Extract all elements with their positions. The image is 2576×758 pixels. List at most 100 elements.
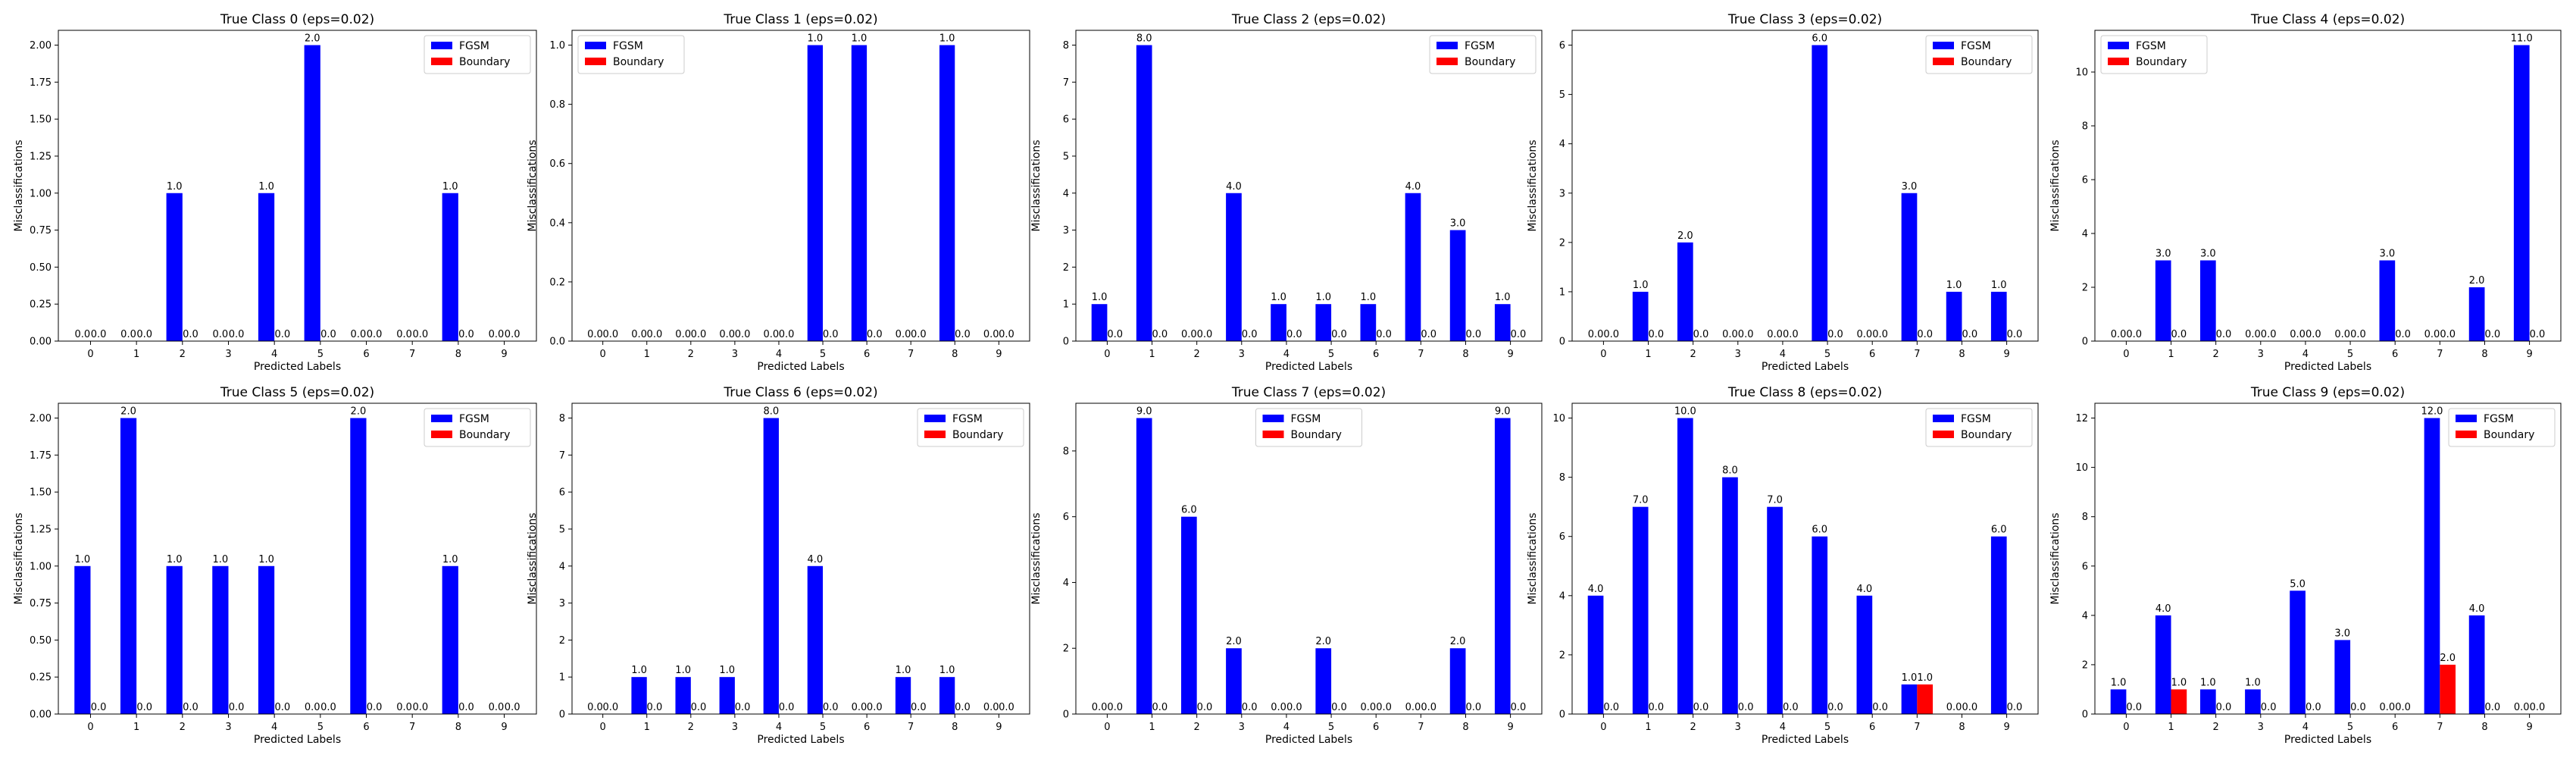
x-tick-label: 8 [2481,722,2487,733]
fgsm-value-label: 1.0 [631,665,647,676]
y-tick-label: 0 [559,709,565,721]
fgsm-value-label: 0.0 [719,329,735,340]
y-tick-label: 4 [1063,188,1069,199]
fgsm-value-label: 0.0 [896,329,911,340]
fgsm-value-label: 0.0 [120,329,136,340]
fgsm-bar [442,565,458,714]
boundary-value-label: 0.0 [505,702,521,713]
legend-swatch-boundary [431,58,452,65]
fgsm-value-label: 0.0 [587,329,603,340]
x-tick-label: 4 [271,722,277,733]
y-tick-label: 3 [1063,225,1069,236]
legend-swatch-boundary [2456,431,2477,438]
fgsm-value-label: 0.0 [2290,329,2306,340]
boundary-value-label: 0.0 [1693,702,1709,713]
fgsm-value-label: 0.0 [2380,702,2396,713]
fgsm-value-label: 4.0 [1857,584,1873,595]
plot-frame [571,30,1030,342]
x-axis-label: Predicted Labels [2284,361,2371,373]
plot-frame [1075,30,1543,342]
x-tick-label: 1 [2168,349,2174,360]
y-tick-label: 4 [1559,139,1565,150]
fgsm-bar [166,193,183,341]
x-tick-label: 2 [2213,349,2219,360]
boundary-value-label: 0.0 [1603,329,1619,340]
legend-swatch-fgsm [2108,42,2129,49]
fgsm-bar [719,677,735,714]
legend-label-boundary: Boundary [459,429,510,441]
fgsm-value-label: 9.0 [1495,406,1511,418]
y-tick-label: 0.25 [30,672,52,684]
fgsm-value-label: 1.0 [675,665,691,676]
boundary-value-label: 0.0 [691,702,707,713]
plot-frame [1075,402,1543,715]
plot-frame [2094,402,2562,715]
subplot-true-class-8: True Class 8 (eps=0.02)02468104.07.010.0… [1527,385,2039,746]
boundary-value-label: 0.0 [1421,702,1436,713]
x-tick-label: 6 [2392,349,2398,360]
fgsm-bar [2468,615,2485,714]
y-tick-label: 4 [1559,590,1565,602]
x-tick-label: 7 [409,722,415,733]
x-tick-label: 6 [363,349,369,360]
fgsm-value-label: 2.0 [305,33,320,45]
legend-label-fgsm: FGSM [1465,40,1495,52]
boundary-value-label: 0.0 [602,702,618,713]
fgsm-value-label: 6.0 [1181,505,1197,516]
x-tick-label: 0 [2123,349,2129,360]
fgsm-value-label: 1.0 [2245,677,2261,688]
legend-swatch-fgsm [1262,415,1284,422]
boundary-value-label: 0.0 [735,329,751,340]
fgsm-bar [2199,689,2216,714]
fgsm-bar [939,677,955,714]
fgsm-value-label: 0.0 [1361,702,1377,713]
x-tick-label: 3 [2258,349,2264,360]
x-tick-label: 3 [1735,349,1741,360]
legend-label-fgsm: FGSM [952,413,983,425]
boundary-value-label: 0.0 [2306,702,2321,713]
y-tick-label: 2 [2082,283,2088,294]
fgsm-bar [120,418,137,714]
x-tick-label: 7 [409,349,415,360]
fgsm-value-label: 1.0 [939,665,955,676]
fgsm-bar [304,45,320,342]
legend-label-fgsm: FGSM [1291,413,1321,425]
boundary-value-label: 0.0 [2350,702,2366,713]
fgsm-value-label: 8.0 [763,406,779,418]
legend-label-boundary: Boundary [2136,56,2187,68]
y-tick-label: 0.00 [30,337,52,348]
x-tick-label: 2 [2213,722,2219,733]
x-tick-label: 0 [600,722,606,733]
x-axis-label: Predicted Labels [254,361,341,373]
fgsm-bar [763,418,779,714]
fgsm-value-label: 1.0 [258,181,274,193]
boundary-value-label: 0.0 [1376,702,1392,713]
legend-label-fgsm: FGSM [1961,413,1991,425]
boundary-value-label: 0.0 [1783,329,1799,340]
fgsm-bar [675,677,691,714]
x-tick-label: 0 [2123,722,2129,733]
x-tick-label: 9 [2003,349,2009,360]
y-tick-label: 0.4 [549,218,565,229]
boundary-value-label: 0.0 [2261,329,2277,340]
y-tick-label: 5 [559,524,565,535]
x-tick-label: 3 [1239,722,1245,733]
subplot-true-class-1: True Class 1 (eps=0.02) 0.0 0.2 0.4 0.6 0.8 1.… [527,12,1030,373]
x-tick-label: 4 [2302,722,2309,733]
x-tick-label: 5 [317,722,324,733]
boundary-value-label: 0.0 [647,329,663,340]
x-tick-label: 1 [1149,349,1155,360]
fgsm-value-label: 0.0 [2514,702,2530,713]
subplot-title: True Class 7 (eps=0.02) [1231,385,1386,400]
boundary-value-label: 0.0 [955,329,971,340]
plot-frame [571,402,1030,715]
x-tick-label: 5 [820,722,826,733]
boundary-value-label: 0.0 [691,329,707,340]
fgsm-bar [1405,193,1421,341]
boundary-value-label: 0.0 [1872,702,1888,713]
x-tick-label: 7 [1914,722,1920,733]
x-tick-label: 4 [776,722,782,733]
fgsm-bar [2468,287,2485,341]
boundary-value-label: 0.0 [1286,329,1302,340]
fgsm-value-label: 0.0 [396,329,412,340]
